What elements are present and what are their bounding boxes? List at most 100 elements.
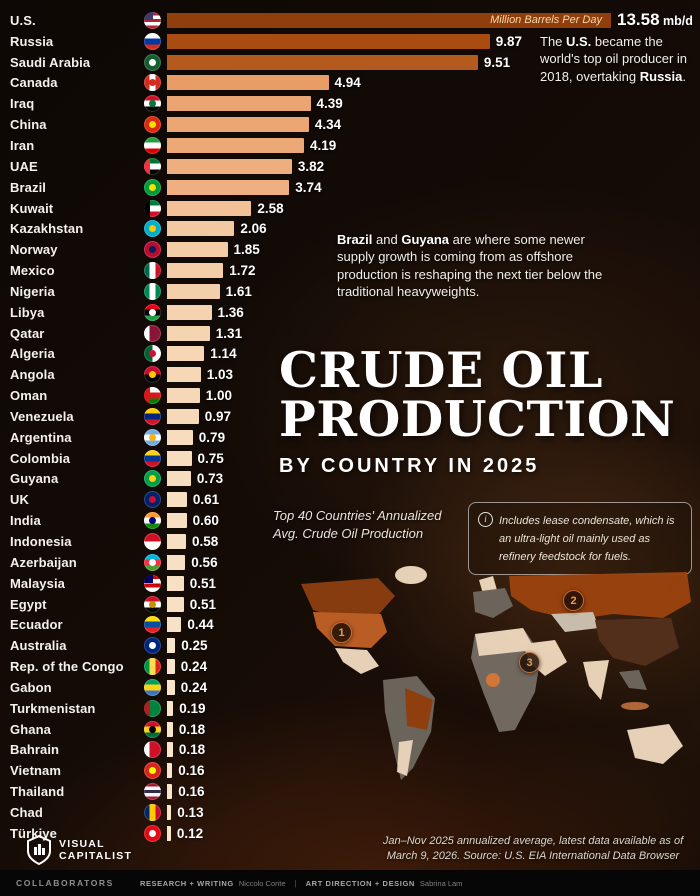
chart-row: Ecuador 0.44 [10, 614, 700, 635]
chart-row: Gabon 0.24 [10, 677, 700, 698]
annotation-text: The [540, 34, 567, 49]
bar [167, 596, 184, 612]
country-label: Iraq [10, 96, 35, 112]
chart-row: Nigeria 1.61 [10, 281, 700, 302]
bar-track: 1.72 [167, 263, 700, 279]
research-name: Niccolo Conte [238, 878, 286, 888]
annotation-bold: U.S. [566, 34, 592, 49]
unit-label: mb/d [659, 14, 693, 29]
value-label: 1.00 [205, 388, 232, 404]
bar [167, 75, 329, 91]
bar [167, 429, 193, 445]
chart-row: Azerbaijan 0.56 [10, 552, 700, 573]
annotation-bold: Guyana [401, 232, 450, 247]
bar [167, 263, 224, 279]
chart-row: Kuwait 2.58 [10, 198, 700, 219]
chart-row: India 0.60 [10, 510, 700, 531]
country-flag-icon [144, 470, 161, 488]
info-box: i Includes lease condensate, which is an… [468, 502, 692, 575]
country-flag-icon [144, 678, 161, 696]
bar-track: 0.25 [167, 638, 700, 654]
country-flag-icon [144, 699, 161, 717]
country-label: Algeria [10, 346, 55, 362]
country-flag-icon [144, 658, 161, 676]
bar-track: 0.51 [167, 596, 700, 612]
value-label: 0.75 [197, 450, 224, 466]
country-label: Mexico [10, 263, 55, 279]
chart-row: Iraq 4.39 [10, 93, 700, 114]
country-label: India [10, 513, 41, 529]
bar [167, 659, 175, 675]
value-label: 1.85 [233, 242, 260, 258]
country-label: Indonesia [10, 534, 72, 550]
value-label: 0.24 [180, 659, 208, 675]
country-label: Angola [10, 367, 55, 383]
bar-track: 0.16 [167, 784, 700, 800]
bar [167, 304, 212, 320]
bar-track: 4.39 [167, 96, 700, 112]
country-label: Türkiye [10, 825, 57, 841]
annotation-text: . [682, 68, 686, 84]
bar-track: 1.14 [167, 346, 700, 362]
bar-track: 0.18 [167, 721, 700, 737]
annotation-bold: Russia [639, 68, 683, 84]
map-marker-3: 3 [519, 652, 540, 673]
bar [167, 408, 199, 424]
bar [167, 200, 252, 216]
collaborators-label: COLLABORATORS [16, 878, 114, 888]
bar [167, 763, 173, 779]
value-label: 4.34 [314, 117, 342, 133]
bar-track: 4.19 [167, 137, 700, 153]
chart: U.S. Million Barrels Per Day 13.58 mb/d … [10, 10, 700, 844]
country-flag-icon [144, 157, 161, 175]
country-flag-icon [144, 428, 161, 446]
bar [167, 679, 175, 695]
annotation-text: are where some newer supply growth is co… [337, 232, 603, 299]
country-label: Australia [10, 638, 67, 654]
country-flag-icon [144, 116, 161, 134]
chart-row: Vietnam 0.16 [10, 760, 700, 781]
bar [167, 117, 309, 133]
chart-note: Top 40 Countries' Annualized Avg. Crude … [273, 508, 442, 542]
country-label: Vietnam [10, 763, 62, 779]
value-label: 0.18 [178, 721, 206, 737]
bar [167, 158, 292, 174]
chart-row: China 4.34 [10, 114, 700, 135]
axis-label: Million Barrels Per Day [490, 14, 602, 27]
map-marker-2: 2 [563, 590, 584, 611]
country-label: Turkmenistan [10, 700, 96, 716]
bar-track: 0.73 [167, 471, 700, 487]
credits-divider: | [294, 878, 297, 888]
bar [167, 221, 235, 237]
chart-row: Canada 4.94 [10, 73, 700, 94]
credits-bar: COLLABORATORS RESEARCH + WRITING Niccolo… [0, 870, 700, 896]
bar-track: 3.74 [167, 179, 700, 195]
chart-row: Oman 1.00 [10, 385, 700, 406]
value-label: 0.16 [178, 763, 205, 779]
country-label: Bahrain [10, 742, 60, 758]
bar-track: 0.79 [167, 429, 700, 445]
country-label: Chad [10, 804, 43, 820]
value-label: 0.44 [187, 617, 214, 633]
bar-track: 0.12 [167, 825, 700, 841]
chart-row: UK 0.61 [10, 489, 700, 510]
title-line-2: PRODUCTION [279, 390, 676, 448]
bar-track: 1.00 [167, 388, 700, 404]
country-flag-icon [144, 32, 161, 50]
visual-capitalist-logo: VISUAL CAPITALIST [26, 835, 132, 865]
country-flag-icon [144, 803, 161, 821]
bar [167, 825, 171, 841]
bar-track: 2.06 [167, 221, 700, 237]
vc-logo-text: VISUAL CAPITALIST [59, 838, 132, 862]
country-label: Ghana [10, 721, 51, 737]
chart-row: Guyana 0.73 [10, 469, 700, 490]
annotation-text: and [372, 232, 402, 247]
value-label: 9.87 [495, 33, 522, 49]
country-flag-icon [144, 178, 161, 196]
chart-row: Russia 9.87 [10, 31, 700, 52]
annotation-us: The U.S. became the world's top oil prod… [540, 33, 698, 85]
chart-row: Chad 0.13 [10, 802, 700, 823]
value-label: 0.18 [178, 742, 206, 758]
chart-row: Norway 1.85 [10, 239, 700, 260]
